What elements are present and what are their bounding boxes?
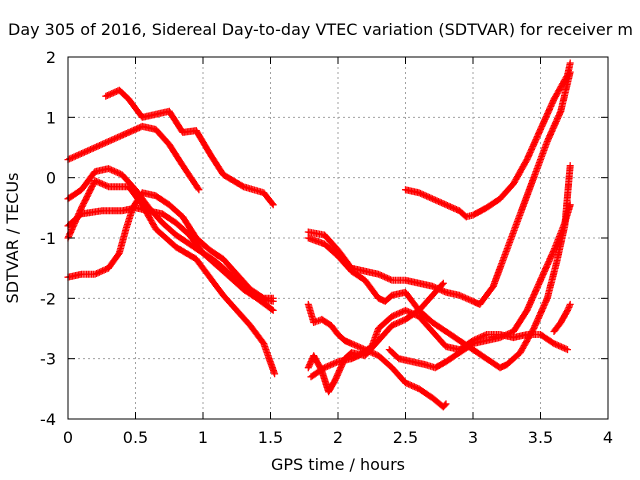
x-tick-label: 2.5	[393, 428, 418, 447]
series-markers	[102, 86, 277, 209]
grid-lines	[68, 57, 608, 419]
series-markers	[402, 59, 574, 221]
axis-ticks	[67, 56, 609, 420]
chart-title: Day 305 of 2016, Sidereal Day-to-day VTE…	[8, 20, 633, 39]
series-markers	[385, 201, 574, 372]
series-arc-2	[102, 86, 277, 209]
x-tick-label: 3.5	[528, 428, 553, 447]
x-tick-labels: 0 0.5 1 1.5 2 2.5 3 3.5 4	[63, 428, 613, 447]
y-tick-label: 0	[46, 169, 56, 188]
series-markers	[304, 68, 574, 308]
data-series	[64, 59, 574, 411]
series-arc-7	[304, 68, 574, 308]
x-axis-label: GPS time / hours	[271, 455, 405, 474]
y-tick-label: 1	[46, 108, 56, 127]
series-markers	[550, 300, 574, 335]
series-arc-9	[402, 59, 574, 221]
series-arc-13	[385, 201, 574, 372]
series-arc-14	[550, 300, 574, 335]
y-tick-labels: -4 -3 -2 -1 0 1 2	[40, 48, 56, 429]
x-tick-label: 1	[198, 428, 208, 447]
series-arc-5	[64, 204, 277, 314]
x-tick-label: 2	[333, 428, 343, 447]
y-tick-label: -3	[40, 350, 56, 369]
y-tick-label: 2	[46, 48, 56, 67]
y-tick-label: -4	[40, 410, 56, 429]
y-axis-label: SDTVAR / TECUs	[3, 173, 22, 304]
x-tick-label: 3	[468, 428, 478, 447]
x-tick-label: 1.5	[258, 428, 283, 447]
y-tick-label: -1	[40, 229, 56, 248]
x-tick-label: 0	[63, 428, 73, 447]
y-tick-label: -2	[40, 289, 56, 308]
x-tick-label: 0.5	[123, 428, 148, 447]
series-markers	[64, 204, 277, 314]
x-tick-label: 4	[603, 428, 613, 447]
